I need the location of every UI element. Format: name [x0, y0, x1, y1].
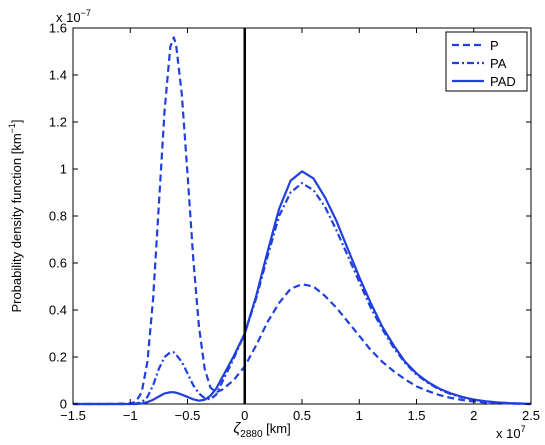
y-tick-label: 0.4	[49, 303, 67, 318]
y-tick-label: 1.2	[49, 115, 67, 130]
y-tick-label: 1	[60, 162, 67, 177]
y-axis-multiplier: x 10−7	[56, 8, 91, 25]
x-tick-label: 2.5	[522, 408, 540, 423]
y-tick-label: 0	[60, 397, 67, 412]
x-tick-label: 0.5	[293, 408, 311, 423]
y-tick-label: 1.4	[49, 68, 67, 83]
y-tick-label: 0.6	[49, 256, 67, 271]
series-line-pa	[73, 182, 532, 406]
y-axis-label: Probability density function [km−1]	[7, 119, 24, 312]
x-tick-label: 1.5	[407, 408, 425, 423]
x-axis-multiplier: x 107	[496, 424, 526, 441]
legend-label-p: P	[490, 38, 499, 53]
ticks-layer: −1.5 −1 −0.5 0 0.5 1 1.5 2 2.5 0 0.2 0.4 0.6 0.8 1 1.2 1…	[49, 21, 540, 424]
x-tick-label: −0.5	[175, 408, 201, 423]
y-tick-label: 1.6	[49, 21, 67, 36]
series-line-p	[73, 36, 532, 406]
x-tick-label: 2	[470, 408, 477, 423]
x-tick-label: 1	[356, 408, 363, 423]
series-line-pad	[73, 170, 532, 406]
legend-label-pa: PA	[490, 56, 507, 71]
x-tick-label: 0	[241, 408, 248, 423]
x-tick-label: −1.5	[60, 408, 86, 423]
y-tick-label: 0.8	[49, 209, 67, 224]
x-tick-label: −1	[123, 408, 138, 423]
y-tick-label: 0.2	[49, 350, 67, 365]
x-axis-label: ζ2880 [km]	[233, 420, 290, 440]
legend-label-pad: PAD	[490, 74, 516, 89]
legend: P PA PAD	[445, 31, 528, 92]
series-layer	[73, 36, 532, 406]
